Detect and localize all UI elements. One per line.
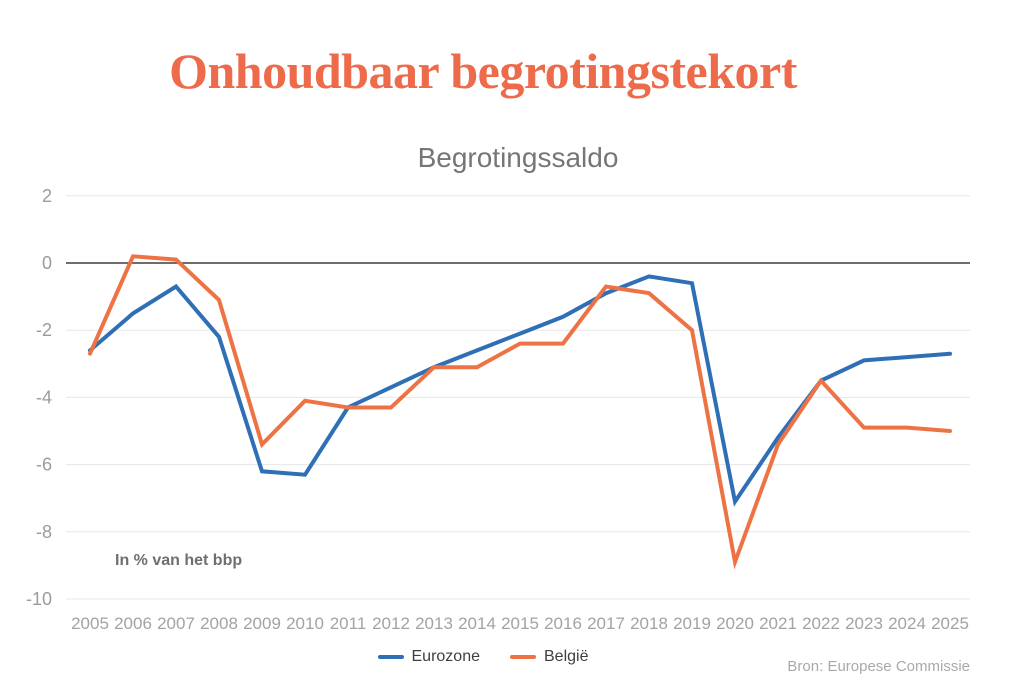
y-tick-label: -8 [36,522,52,542]
y-tick-label: 2 [42,186,52,206]
x-tick-label: 2006 [114,614,152,633]
y-tick-label: -2 [36,320,52,340]
x-tick-label: 2016 [544,614,582,633]
legend-label-belgie: België [544,648,589,665]
y-tick-label: -6 [36,455,52,475]
x-tick-label: 2012 [372,614,410,633]
series-line-eurozone [88,274,952,507]
x-tick-label: 2013 [415,614,453,633]
belgie-line-swatch-icon [510,655,536,659]
x-tick-label: 2015 [501,614,539,633]
x-tick-label: 2025 [931,614,969,633]
x-tick-label: 2008 [200,614,238,633]
x-tick-label: 2019 [673,614,711,633]
x-tick-label: 2010 [286,614,324,633]
y-tick-label: -4 [36,387,52,407]
chart-subtitle: Begrotingssaldo [417,142,619,173]
x-tick-label: 2020 [716,614,754,633]
page-title: Onhoudbaar begrotingstekort [169,43,797,99]
y-tick-label: 0 [42,253,52,273]
unit-annotation: In % van het bbp [115,552,242,569]
x-tick-label: 2007 [157,614,195,633]
x-tick-label: 2009 [243,614,281,633]
source-note: Bron: Europese Commissie [787,658,970,675]
x-tick-label: 2024 [888,614,926,633]
series-line-belgie [88,254,952,570]
legend-item-belgie: België [510,648,588,666]
chart-legend: Eurozone België [0,648,966,666]
x-tick-label: 2017 [587,614,625,633]
legend-label-eurozone: Eurozone [411,648,481,665]
x-tick-label: 2014 [458,614,496,633]
legend-item-eurozone: Eurozone [377,648,481,666]
x-tick-label: 2023 [845,614,883,633]
y-tick-label: -10 [26,589,52,609]
x-tick-label: 2021 [759,614,797,633]
x-tick-label: 2022 [802,614,840,633]
x-tick-label: 2011 [330,614,367,633]
x-tick-label: 2005 [71,614,109,633]
eurozone-line-swatch-icon [377,655,404,659]
x-tick-label: 2018 [630,614,668,633]
